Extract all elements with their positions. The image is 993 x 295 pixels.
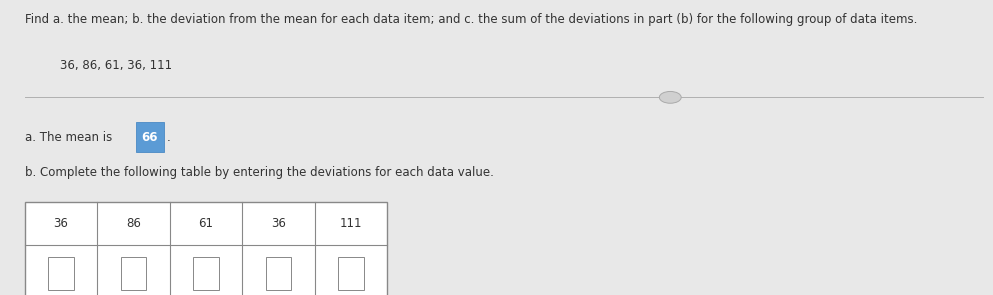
Text: 66: 66 (142, 131, 158, 144)
Text: a. The mean is: a. The mean is (25, 131, 116, 144)
FancyBboxPatch shape (121, 258, 146, 290)
FancyBboxPatch shape (266, 258, 291, 290)
Text: Find a. the mean; b. the deviation from the mean for each data item; and c. the : Find a. the mean; b. the deviation from … (25, 13, 918, 26)
FancyBboxPatch shape (136, 122, 164, 152)
Bar (25, 202, 387, 295)
Ellipse shape (659, 91, 681, 103)
Text: 36: 36 (54, 217, 69, 230)
Text: .: . (167, 131, 171, 144)
FancyBboxPatch shape (49, 258, 73, 290)
Text: 61: 61 (199, 217, 213, 230)
FancyBboxPatch shape (339, 258, 363, 290)
Text: 36: 36 (271, 217, 286, 230)
Text: 36, 86, 61, 36, 111: 36, 86, 61, 36, 111 (60, 59, 172, 72)
Text: 111: 111 (340, 217, 362, 230)
Text: 86: 86 (126, 217, 141, 230)
Text: b. Complete the following table by entering the deviations for each data value.: b. Complete the following table by enter… (25, 166, 494, 179)
FancyBboxPatch shape (194, 258, 218, 290)
